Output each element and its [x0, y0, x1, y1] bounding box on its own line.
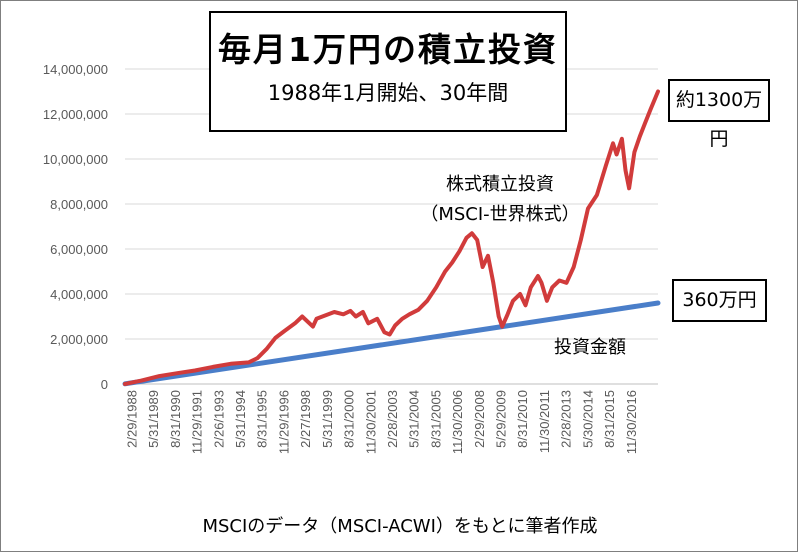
invested-final-value-callout: 360万円	[672, 279, 767, 322]
stock-series-label: 株式積立投資 （MSCI-世界株式）	[395, 170, 605, 226]
stock-series-label-line2: （MSCI-世界株式）	[420, 204, 580, 225]
stock-final-value-callout: 約1300万円	[668, 79, 770, 150]
x-tick-label: 8/31/2010	[515, 390, 530, 448]
x-tick-label: 5/29/2009	[494, 390, 509, 448]
x-tick-label: 2/28/2003	[385, 390, 400, 448]
x-tick-label: 5/31/1999	[320, 390, 335, 448]
x-tick-label: 8/31/2000	[342, 390, 357, 448]
x-tick-label: 5/31/1994	[233, 390, 248, 448]
x-tick-label: 8/31/1990	[168, 390, 183, 448]
y-axis-tick-labels: 0 2,000,000 4,000,000 6,000,000 8,000,000 10,…	[43, 62, 108, 392]
x-tick-label: 11/30/2011	[537, 390, 552, 453]
x-tick-label: 8/31/2015	[602, 390, 617, 448]
x-tick-label: 5/30/2014	[580, 390, 595, 448]
x-tick-label: 11/29/1991	[190, 390, 205, 454]
x-tick-label: 2/29/1988	[124, 390, 139, 448]
x-tick-label: 2/28/2013	[559, 390, 574, 448]
source-note: MSCIのデータ（MSCI-ACWI）をもとに筆者作成	[202, 516, 598, 537]
y-tick-label: 8,000,000	[50, 197, 108, 212]
x-tick-label: 5/31/1989	[146, 390, 161, 448]
y-tick-label: 10,000,000	[43, 152, 108, 167]
x-tick-label: 8/31/2005	[428, 390, 443, 448]
stock-series-label-line1: 株式積立投資	[446, 174, 554, 195]
y-tick-label: 0	[101, 377, 108, 392]
invested-series-line	[122, 300, 661, 387]
chart-subtitle: 1988年1月開始、30年間	[267, 81, 509, 105]
y-tick-label: 2,000,000	[50, 332, 108, 347]
stock-series-line	[123, 89, 660, 386]
x-tick-label: 11/30/2001	[363, 390, 378, 454]
x-tick-label: 2/29/2008	[472, 390, 487, 448]
y-tick-label: 4,000,000	[50, 287, 108, 302]
y-tick-label: 12,000,000	[43, 107, 108, 122]
x-tick-label: 11/30/2006	[450, 390, 465, 454]
title-box: 毎月1万円の積立投資 1988年1月開始、30年間	[209, 11, 567, 132]
y-tick-label: 14,000,000	[43, 62, 108, 77]
x-tick-label: 2/27/1998	[298, 390, 313, 448]
x-tick-label: 2/26/1993	[211, 390, 226, 448]
x-tick-label: 11/29/1996	[276, 390, 291, 454]
x-tick-label: 11/30/2016	[624, 390, 639, 454]
chart-title: 毎月1万円の積立投資	[218, 30, 558, 69]
x-axis-tick-labels: 2/29/1988 5/31/1989 8/31/1990 11/29/1991 2/2…	[124, 390, 638, 454]
x-tick-label: 5/31/2004	[407, 390, 422, 448]
invested-series-label: 投資金額	[554, 337, 626, 358]
x-tick-label: 8/31/1995	[255, 390, 270, 448]
series-lines	[122, 89, 661, 387]
y-tick-label: 6,000,000	[50, 242, 108, 257]
